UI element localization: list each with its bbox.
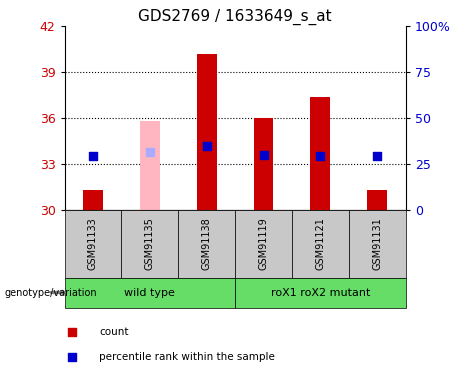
- Bar: [310, 97, 331, 210]
- Bar: [65, 210, 121, 278]
- Text: percentile rank within the sample: percentile rank within the sample: [100, 352, 275, 362]
- Bar: [83, 190, 103, 210]
- Text: count: count: [100, 327, 129, 337]
- Text: GSM91131: GSM91131: [372, 217, 382, 270]
- Text: GSM91133: GSM91133: [88, 217, 98, 270]
- Text: GSM91121: GSM91121: [315, 217, 325, 270]
- Bar: [178, 210, 235, 278]
- Bar: [197, 54, 217, 210]
- Point: [317, 153, 324, 159]
- Text: GSM91119: GSM91119: [259, 217, 269, 270]
- Bar: [367, 190, 387, 210]
- Point: [260, 152, 267, 158]
- Text: wild type: wild type: [124, 288, 175, 297]
- Bar: [235, 278, 406, 308]
- Point: [373, 153, 381, 159]
- Bar: [140, 121, 160, 210]
- Bar: [349, 210, 406, 278]
- Text: GSM91135: GSM91135: [145, 217, 155, 270]
- Text: genotype/variation: genotype/variation: [5, 288, 97, 297]
- Point: [203, 143, 210, 149]
- Point: [89, 153, 97, 159]
- Title: GDS2769 / 1633649_s_at: GDS2769 / 1633649_s_at: [138, 9, 332, 25]
- Bar: [292, 210, 349, 278]
- Bar: [254, 118, 273, 210]
- Point: [69, 354, 76, 360]
- Bar: [65, 278, 235, 308]
- Text: GSM91138: GSM91138: [201, 217, 212, 270]
- Point: [146, 149, 154, 155]
- Point: [69, 329, 76, 335]
- Bar: [121, 210, 178, 278]
- Bar: [235, 210, 292, 278]
- Text: roX1 roX2 mutant: roX1 roX2 mutant: [271, 288, 370, 297]
